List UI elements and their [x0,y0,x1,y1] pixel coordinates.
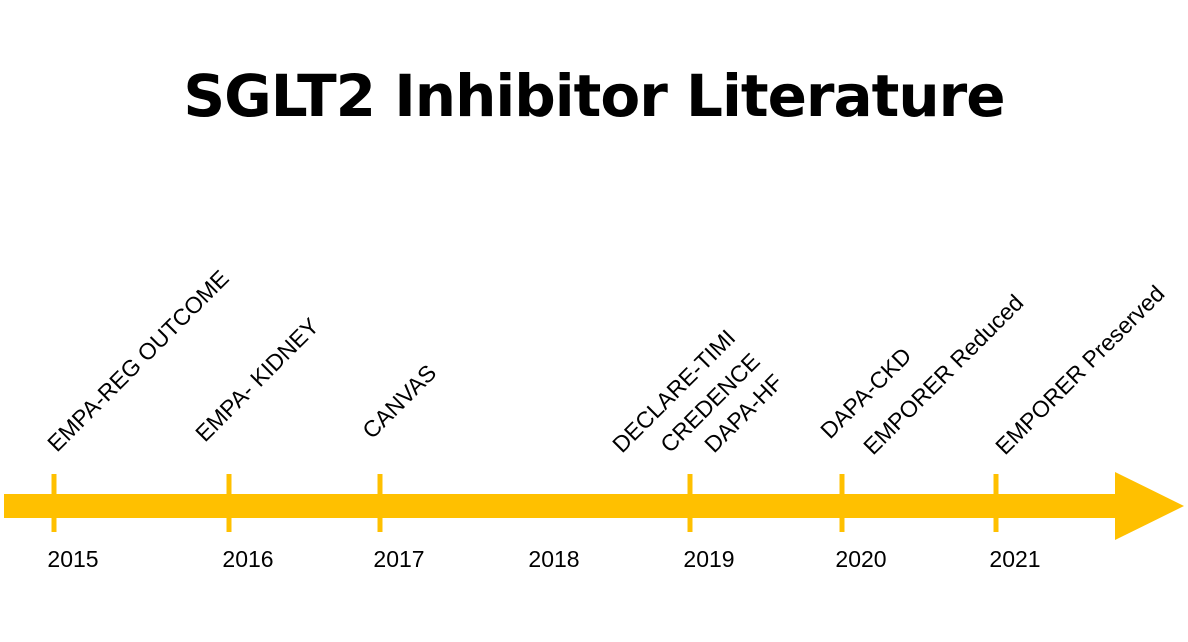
year-label-2017: 2017 [373,546,424,572]
year-label-2019: 2019 [683,546,734,572]
event-label-canvas: CANVAS [357,359,441,443]
timeline-arrow [4,472,1184,540]
timeline-ticks [51,474,999,532]
event-label-empa-kidney: EMPA- KIDNEY [190,313,324,447]
page-title: SGLT2 Inhibitor Literature [183,62,1005,130]
tick-2020 [839,474,845,532]
tick-2015 [51,474,57,532]
year-label-2015: 2015 [47,546,98,572]
year-label-2018: 2018 [528,546,579,572]
year-label-2021: 2021 [989,546,1040,572]
tick-2016 [226,474,232,532]
tick-2017 [377,474,383,532]
arrow-head [1115,472,1184,540]
tick-2019 [687,474,693,532]
year-labels: 2015 2016 2017 2018 2019 2020 2021 [47,546,1040,572]
year-label-2016: 2016 [222,546,273,572]
year-label-2020: 2020 [835,546,886,572]
tick-2021 [993,474,999,532]
arrow-shaft [4,494,1122,518]
